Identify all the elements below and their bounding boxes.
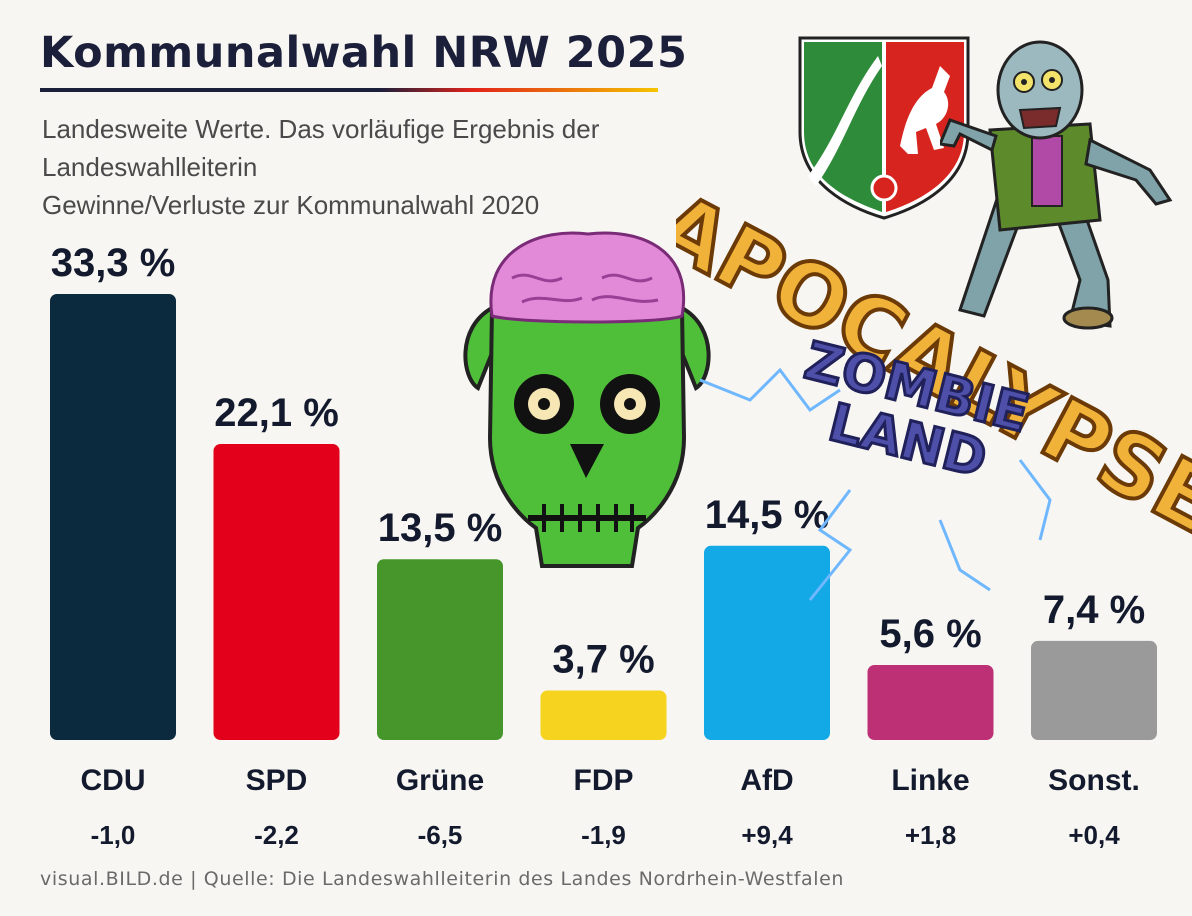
nrw-coat-of-arms-icon [798,36,970,220]
zombie-head-with-brain-icon [463,231,711,568]
source-text: Quelle: Die Landeswahlleiterin des Lande… [203,868,845,890]
value-label: 33,3 % [51,241,176,285]
bar-fdp [540,690,667,740]
bar-spd [213,444,340,740]
value-label: 3,7 % [552,637,654,681]
category-label: SPD [246,764,308,797]
bar-linke [867,664,994,740]
cartoon-zombie-icon [940,40,1173,330]
value-label: 5,6 % [879,612,981,656]
source-separator: | [190,868,198,890]
category-label: Linke [891,764,969,797]
change-label: -1,0 [91,820,136,850]
subtitle-line: Landesweite Werte. Das vorläufige Ergebn… [42,114,600,144]
change-label: -6,5 [418,820,463,850]
value-label: 13,5 % [378,506,503,550]
category-label: AfD [740,764,793,797]
bar-cdu [50,294,176,740]
bar-afd [704,545,830,740]
change-label: +0,4 [1068,820,1120,850]
value-label: 7,4 % [1043,588,1145,632]
category-label: Sonst. [1048,764,1140,797]
bar-sonst [1031,640,1157,740]
category-label: CDU [81,764,146,797]
chart-subtitle: Landesweite Werte. Das vorläufige Ergebn… [42,110,599,224]
subtitle-line: Landeswahlleiterin [42,152,258,182]
category-label: Grüne [396,764,484,797]
source-brand: visual.BILD.de [40,868,184,890]
chart-title: Kommunalwahl NRW 2025 [40,28,688,78]
change-label: +9,4 [741,820,793,850]
value-label: 22,1 % [214,391,339,435]
apocalypse-logo: APOCALYPSE [676,196,1192,546]
lightning-icon [699,367,1052,601]
change-label: -1,9 [581,820,626,850]
change-label: +1,8 [905,820,956,850]
source-footer: visual.BILD.de | Quelle: Die Landeswahll… [40,868,844,890]
bar-grne [377,559,503,740]
subtitle-line: Gewinne/Verluste zur Kommunalwahl 2020 [42,190,540,220]
title-underline [40,88,658,92]
zombieland-logo: ZOMBIE LAND [797,330,1030,491]
change-label: -2,2 [254,820,299,850]
category-label: FDP [574,764,634,797]
value-label: 14,5 % [705,493,830,537]
